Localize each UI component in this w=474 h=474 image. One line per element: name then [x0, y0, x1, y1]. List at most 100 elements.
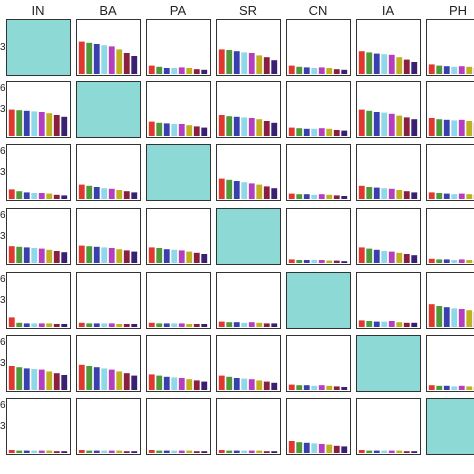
panel-frame [6, 272, 71, 329]
bar [428, 258, 435, 263]
bar [226, 50, 233, 74]
bar [8, 109, 15, 136]
bar [218, 375, 225, 390]
bar [78, 245, 85, 263]
bar [366, 52, 373, 74]
bar [93, 323, 100, 327]
bar [256, 450, 263, 453]
bar [451, 260, 458, 263]
bar [248, 322, 255, 327]
bar [218, 115, 225, 136]
bar [263, 57, 270, 74]
column-label-pa: PA [170, 3, 187, 18]
bar [23, 110, 30, 136]
bar [53, 373, 60, 390]
bar [193, 380, 200, 390]
panel-frame [76, 208, 141, 265]
bar [226, 179, 233, 199]
bar [271, 122, 278, 136]
bar [443, 119, 450, 136]
bar [288, 65, 295, 74]
column-label-ia: IA [382, 3, 395, 18]
bar [451, 66, 458, 74]
bar [108, 450, 115, 453]
bar [171, 68, 178, 74]
panel-frame [426, 335, 474, 392]
y-tick-label: 3 [0, 421, 6, 432]
bar [201, 451, 208, 453]
bar [86, 246, 93, 263]
bar [131, 375, 138, 390]
bar [248, 53, 255, 74]
panel-frame [216, 272, 281, 329]
panel-frame [6, 398, 71, 455]
bar [443, 259, 450, 263]
bar [318, 128, 325, 136]
bar [131, 192, 138, 199]
bar [403, 322, 410, 327]
bar [288, 259, 295, 263]
bar [256, 55, 263, 74]
bar [46, 193, 53, 199]
bar [296, 385, 303, 390]
bar [123, 324, 130, 327]
diagonal-panel [426, 398, 474, 455]
bar [38, 323, 45, 327]
bar [396, 322, 403, 327]
bar [326, 444, 333, 453]
bar [458, 119, 465, 136]
bar [411, 192, 418, 199]
column-label-ba: BA [99, 3, 117, 18]
panel-frame [146, 335, 211, 392]
bar [263, 323, 270, 327]
bar [373, 53, 380, 74]
bar [38, 112, 45, 136]
diagonal-panel [76, 81, 141, 138]
bar [116, 324, 123, 327]
bar [403, 59, 410, 74]
bar [333, 69, 340, 74]
bar [156, 375, 163, 390]
bar [31, 193, 38, 199]
bar [101, 188, 108, 199]
bar [218, 49, 225, 74]
bar [201, 127, 208, 136]
bar [46, 323, 53, 327]
bar [108, 369, 115, 390]
bar [86, 42, 93, 74]
panel-frame [286, 335, 351, 392]
bar [288, 127, 295, 136]
panel-frame [286, 81, 351, 138]
panel-frame [216, 19, 281, 76]
y-tick-label: 3 [0, 42, 6, 53]
bar [256, 322, 263, 327]
bar [156, 450, 163, 453]
bar [186, 379, 193, 390]
bar [396, 57, 403, 74]
bar [381, 450, 388, 453]
bar [116, 450, 123, 453]
bar [451, 120, 458, 136]
bar [31, 369, 38, 390]
bar [248, 450, 255, 453]
bar [373, 187, 380, 199]
y-tick-label: 6 [0, 274, 6, 285]
bar [333, 445, 340, 453]
bar [241, 52, 248, 74]
bar [396, 115, 403, 136]
bar [341, 387, 348, 390]
bar [326, 260, 333, 263]
bar [101, 247, 108, 263]
bar [226, 450, 233, 453]
bar [178, 250, 185, 263]
bar [61, 375, 68, 390]
bar [443, 307, 450, 327]
bar [201, 381, 208, 390]
bar [443, 385, 450, 390]
bar [233, 378, 240, 390]
bar [93, 187, 100, 199]
bar [101, 45, 108, 74]
bar [248, 183, 255, 199]
bar [311, 443, 318, 453]
